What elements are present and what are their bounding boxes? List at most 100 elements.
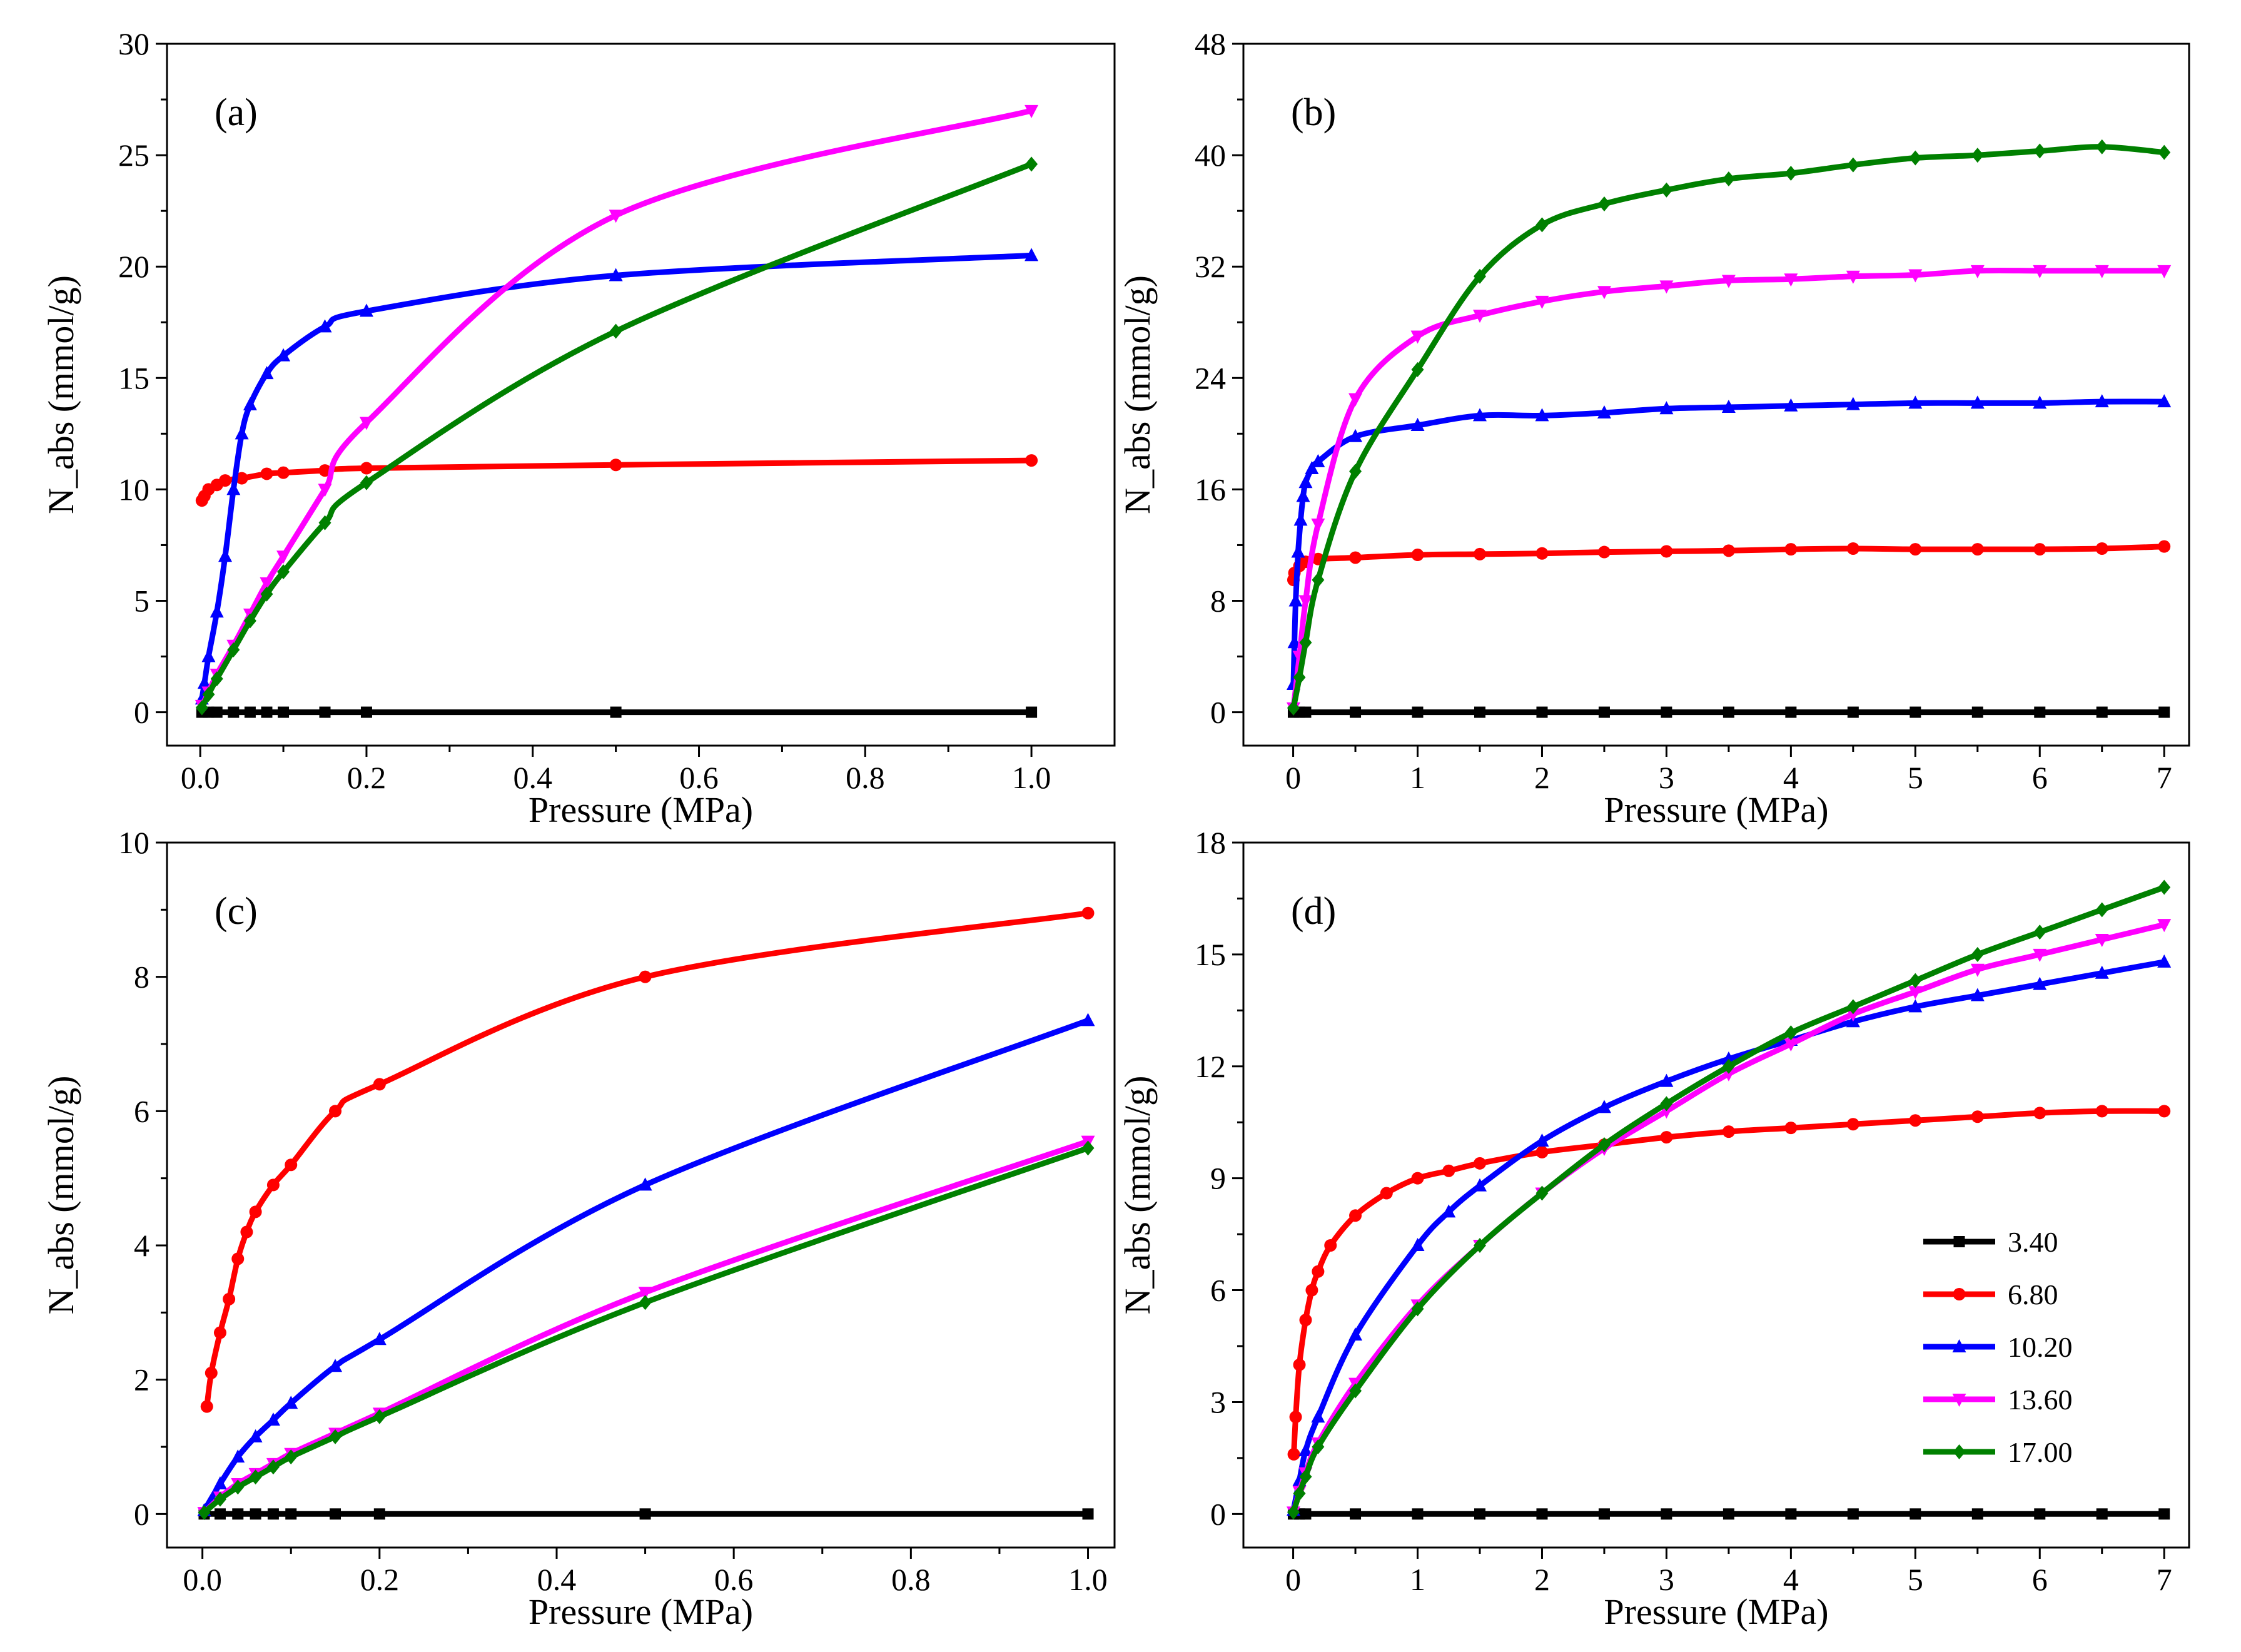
plot-frame: [166, 43, 1116, 747]
plot-frame: [1242, 43, 2190, 747]
series-6-80: [195, 454, 1038, 507]
data-point: [2095, 139, 2108, 155]
data-point: [1784, 273, 1798, 287]
legend-label: 17.00: [2008, 1436, 2073, 1468]
data-point: [285, 1449, 298, 1465]
data-point: [2033, 948, 2047, 962]
data-point: [2033, 395, 2047, 409]
series-13-60: [1286, 265, 2172, 716]
data-point: [1597, 286, 1611, 300]
y-tick-label: 0: [1210, 1496, 1226, 1531]
x-tick-label: 1: [1410, 1562, 1425, 1597]
data-point: [219, 474, 232, 487]
y-tick-label: 15: [1195, 937, 1226, 972]
data-point: [1299, 1314, 1312, 1327]
data-point: [1970, 988, 1985, 1001]
data-point: [639, 970, 652, 983]
data-point: [1535, 295, 1549, 309]
data-point: [1025, 156, 1038, 172]
panel-a: 0.0 0.2 0.4 0.6 0.8 1.0 0 5 10 15 20 25 30 Pressure (…: [41, 26, 1116, 830]
series-17-00: [1287, 879, 2171, 1520]
data-point: [278, 706, 290, 718]
data-point: [1442, 1164, 1455, 1177]
data-point: [2033, 543, 2046, 556]
data-point: [359, 417, 373, 430]
data-point: [231, 1252, 245, 1265]
series-17-00: [198, 1140, 1095, 1521]
data-point: [318, 319, 332, 333]
data-point: [1597, 405, 1611, 418]
panel-label: (b): [1291, 91, 1336, 134]
data-point: [1288, 593, 1303, 607]
data-point: [1300, 706, 1312, 718]
data-point: [1411, 362, 1424, 377]
data-point: [1785, 706, 1797, 718]
data-point: [1293, 512, 1308, 526]
x-tick-label: 0.8: [891, 1562, 931, 1597]
data-point: [609, 210, 623, 223]
x-tick-label: 2: [1534, 1562, 1550, 1597]
data-point: [373, 1409, 386, 1424]
data-point: [1722, 544, 1735, 557]
data-point: [1536, 706, 1548, 718]
legend-item-17-00: 17.00: [1923, 1436, 2073, 1468]
data-point: [285, 1508, 297, 1520]
data-point: [267, 1508, 279, 1520]
panel-label: (d): [1291, 890, 1336, 933]
data-point: [1847, 706, 1859, 718]
data-point: [266, 1412, 280, 1426]
x-tick-label: 7: [2157, 760, 2172, 795]
data-point: [1908, 395, 1923, 409]
data-point: [1660, 182, 1673, 198]
data-point: [1784, 1122, 1798, 1135]
legend: 3.40 6.80 10.20 13.60 17.00: [1923, 1226, 2073, 1468]
series-line: [1290, 267, 2167, 711]
data-point: [2033, 143, 2046, 159]
data-point: [1597, 545, 1611, 559]
data-point: [218, 549, 233, 562]
data-point: [2033, 265, 2047, 278]
series-line: [1290, 398, 2167, 687]
data-point: [1296, 489, 1310, 502]
data-point: [1535, 1133, 1549, 1147]
x-axis-title: Pressure (MPa): [1604, 789, 1828, 830]
y-tick-label: 30: [118, 26, 149, 61]
data-point: [318, 484, 332, 497]
data-point: [360, 706, 372, 718]
x-tick-label: 3: [1659, 760, 1674, 795]
y-tick-label: 48: [1195, 26, 1226, 61]
y-axis-title: N_abs (mmol/g): [1117, 275, 1158, 514]
data-point: [638, 1287, 652, 1300]
data-point: [2095, 934, 2109, 948]
data-point: [260, 366, 274, 380]
y-tick-label: 20: [118, 249, 149, 284]
data-point: [210, 671, 223, 687]
data-point: [195, 700, 208, 716]
series-3-40: [196, 706, 1038, 718]
data-point: [285, 1158, 298, 1172]
data-point: [260, 577, 274, 590]
series-13-60: [195, 104, 1039, 713]
y-tick-label: 5: [134, 583, 149, 618]
data-point: [1024, 104, 1039, 118]
data-point: [2034, 1508, 2046, 1520]
data-point: [1722, 706, 1734, 718]
data-point: [328, 1359, 343, 1372]
data-point: [260, 467, 273, 480]
y-tick-label: 10: [118, 472, 149, 507]
data-point: [1661, 1508, 1672, 1520]
data-point: [1300, 1508, 1312, 1520]
y-axis-title: N_abs (mmol/g): [41, 275, 81, 514]
data-point: [1659, 401, 1674, 415]
data-point: [1348, 393, 1363, 407]
data-point: [2157, 919, 2172, 933]
data-point: [2157, 954, 2172, 968]
data-point: [359, 303, 373, 317]
data-point: [1971, 946, 1984, 962]
data-point: [1597, 196, 1611, 212]
data-point: [235, 426, 249, 440]
data-point: [1846, 270, 1860, 284]
data-point: [1291, 544, 1305, 558]
x-tick-label: 3: [1659, 1562, 1674, 1597]
